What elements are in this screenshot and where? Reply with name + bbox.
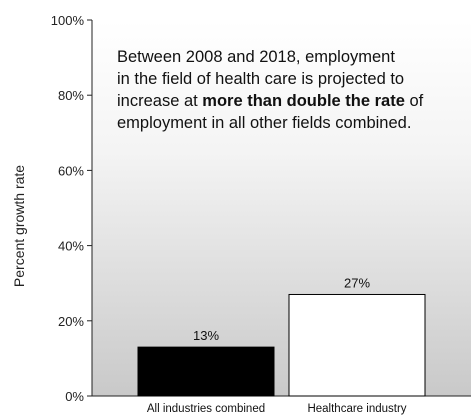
y-tick-label: 0% bbox=[65, 389, 84, 404]
y-tick-label: 20% bbox=[58, 314, 84, 329]
annotation-line-2: in the field of health care is projected… bbox=[117, 70, 404, 88]
y-axis-label: Percent growth rate bbox=[11, 165, 27, 287]
bar-healthcare bbox=[288, 293, 426, 397]
data-label: 27% bbox=[344, 275, 370, 290]
y-tick-label: 100% bbox=[51, 13, 85, 28]
bar-all-industries bbox=[137, 346, 275, 397]
annotation-line-3: increase at more than double the rate of bbox=[117, 92, 424, 110]
annotation-emphasis: more than double the rate bbox=[202, 92, 405, 110]
annotation-line-3-pre: increase at bbox=[117, 92, 202, 110]
annotation-line-1: Between 2008 and 2018, employment bbox=[117, 48, 395, 66]
y-axis: 0% 20% 40% 60% 80% 100% bbox=[51, 13, 93, 404]
annotation-line-3-post: of bbox=[405, 92, 424, 110]
category-label: Healthcare industry bbox=[307, 403, 406, 415]
y-tick-label: 40% bbox=[58, 239, 84, 254]
y-tick-label: 80% bbox=[58, 88, 84, 103]
annotation-line-4: employment in all other fields combined. bbox=[117, 114, 411, 132]
y-tick-label: 60% bbox=[58, 163, 84, 178]
category-label: All industries combined bbox=[147, 403, 265, 415]
bars: 13% All industries combined 27% Healthcare … bbox=[137, 275, 426, 415]
data-label: 13% bbox=[193, 328, 219, 343]
